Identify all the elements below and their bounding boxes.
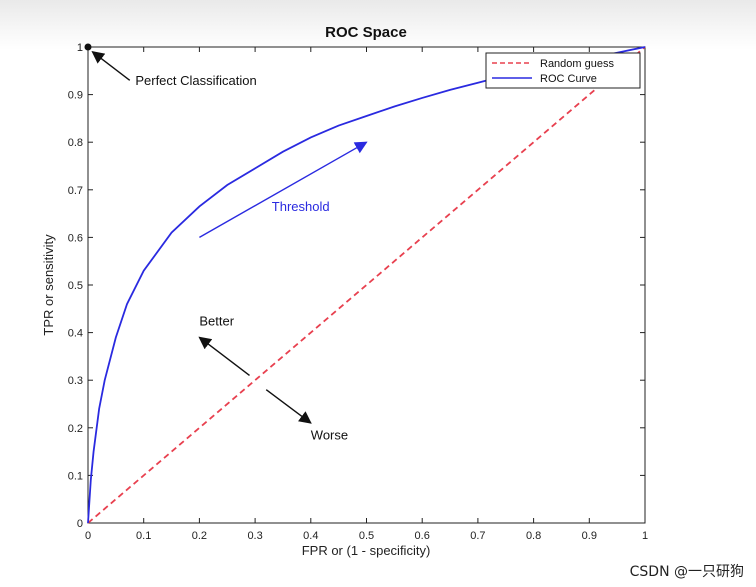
annotation-label-perfect: Perfect Classification: [135, 73, 256, 88]
x-tick-label: 0.2: [192, 530, 207, 542]
legend-label-roc-curve: ROC Curve: [540, 73, 597, 85]
legend-box: [485, 52, 641, 89]
annotation-layer: Perfect Classification Threshold Better Wor…: [91, 50, 368, 443]
watermark: CSDN @一只研狗: [629, 564, 744, 580]
y-tick-label: 0.3: [68, 375, 83, 387]
y-tick-label: 0.1: [68, 470, 83, 482]
x-tick-label: 0.6: [415, 530, 430, 542]
y-tick-label: 1: [77, 42, 83, 54]
x-tick-label: 0.7: [470, 530, 485, 542]
x-tick-label: 0.1: [136, 530, 151, 542]
legend: Random guess ROC Curve: [485, 52, 641, 89]
annotation-arrow-threshold: [199, 141, 368, 239]
series-line-random-guess: [87, 46, 646, 524]
x-tick-label: 0.9: [582, 530, 597, 542]
x-axis-ticks: 0 0.1 0.2 0.3 0.4 0.5 0.6 0.7 0.8 0.9 1: [85, 47, 648, 542]
y-tick-label: 0.5: [68, 280, 83, 292]
annotation-arrow-worse: [265, 389, 312, 424]
perfect-classification-point: [84, 43, 92, 51]
y-tick-label: 0.2: [68, 423, 83, 435]
y-axis-label: TPR or sensitivity: [41, 234, 56, 336]
annotation-label-better: Better: [199, 313, 234, 328]
y-tick-label: 0: [77, 518, 83, 530]
annotation-label-threshold: Threshold: [272, 199, 330, 214]
chart-title: ROC Space: [325, 24, 407, 41]
x-axis-label: FPR or (1 - specificity): [302, 543, 431, 558]
y-tick-label: 0.9: [68, 90, 83, 102]
top-band: [0, 0, 756, 50]
y-tick-label: 0.8: [68, 137, 83, 149]
x-tick-label: 0.5: [359, 530, 374, 542]
x-tick-label: 0.8: [526, 530, 541, 542]
x-tick-label: 1: [642, 530, 648, 542]
y-axis-ticks: 0 0.1 0.2 0.3 0.4 0.5 0.6 0.7 0.8 0.9 1: [68, 42, 645, 530]
x-tick-label: 0.4: [303, 530, 318, 542]
x-tick-label: 0: [85, 530, 91, 542]
annotation-arrow-better: [198, 336, 250, 376]
annotation-arrow-perfect: [91, 50, 131, 81]
annotation-label-worse: Worse: [311, 428, 348, 443]
x-tick-label: 0.3: [247, 530, 262, 542]
legend-label-random-guess: Random guess: [540, 58, 614, 70]
y-tick-label: 0.7: [68, 185, 83, 197]
y-tick-label: 0.4: [68, 328, 83, 340]
y-tick-label: 0.6: [68, 232, 83, 244]
